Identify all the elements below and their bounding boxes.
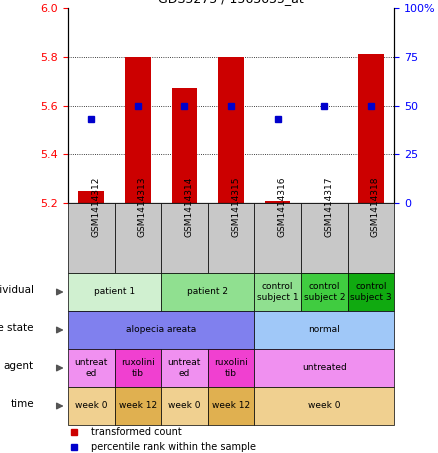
Bar xyxy=(265,201,290,203)
Text: agent: agent xyxy=(4,361,34,371)
Text: untreat
ed: untreat ed xyxy=(74,358,108,378)
Title: GDS5275 / 1563635_at: GDS5275 / 1563635_at xyxy=(158,0,304,5)
Text: patient 1: patient 1 xyxy=(94,288,135,297)
Bar xyxy=(358,54,384,203)
Text: control
subject 3: control subject 3 xyxy=(350,282,392,302)
Text: week 0: week 0 xyxy=(75,401,107,410)
Text: week 0: week 0 xyxy=(168,401,201,410)
Text: individual: individual xyxy=(0,285,34,295)
Text: control
subject 2: control subject 2 xyxy=(304,282,345,302)
Bar xyxy=(218,57,244,203)
Text: time: time xyxy=(11,399,34,409)
Text: untreated: untreated xyxy=(302,363,346,372)
Bar xyxy=(125,57,151,203)
Text: alopecia areata: alopecia areata xyxy=(126,326,196,334)
Text: untreat
ed: untreat ed xyxy=(168,358,201,378)
Text: week 12: week 12 xyxy=(119,401,157,410)
Text: GSM1414317: GSM1414317 xyxy=(324,176,333,237)
Text: disease state: disease state xyxy=(0,323,34,333)
Text: GSM1414315: GSM1414315 xyxy=(231,176,240,237)
Bar xyxy=(78,191,104,203)
Text: week 0: week 0 xyxy=(308,401,340,410)
Text: normal: normal xyxy=(308,326,340,334)
Text: transformed count: transformed count xyxy=(91,427,181,437)
Text: percentile rank within the sample: percentile rank within the sample xyxy=(91,443,256,453)
Bar xyxy=(172,88,197,203)
Text: GSM1414314: GSM1414314 xyxy=(184,176,194,236)
Text: week 12: week 12 xyxy=(212,401,250,410)
Text: GSM1414312: GSM1414312 xyxy=(91,176,100,236)
Text: GSM1414318: GSM1414318 xyxy=(371,176,380,237)
Text: control
subject 1: control subject 1 xyxy=(257,282,298,302)
Text: GSM1414316: GSM1414316 xyxy=(278,176,286,237)
Text: GSM1414313: GSM1414313 xyxy=(138,176,147,237)
Text: patient 2: patient 2 xyxy=(187,288,228,297)
Text: ruxolini
tib: ruxolini tib xyxy=(121,358,155,378)
Text: ruxolini
tib: ruxolini tib xyxy=(214,358,248,378)
